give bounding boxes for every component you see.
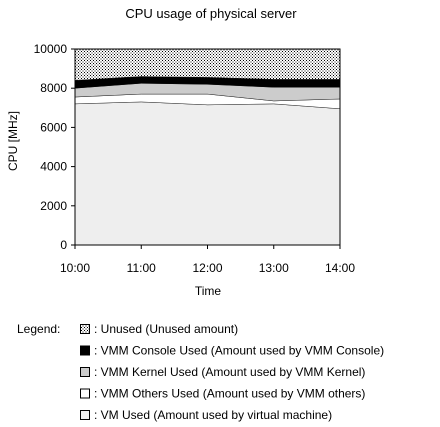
x-tick-label: 10:00 bbox=[60, 261, 90, 275]
legend-item-vmm-kernel: : VMM Kernel Used (Amount used by VMM Ke… bbox=[80, 365, 365, 379]
legend-label: : VMM Kernel Used (Amount used by VMM Ke… bbox=[94, 365, 365, 379]
legend-item-vm: : VM Used (Amount used by virtual machin… bbox=[80, 408, 332, 422]
legend-label: : VMM Others Used (Amount used by VMM ot… bbox=[94, 387, 365, 401]
x-tick-label: 12:00 bbox=[192, 261, 222, 275]
x-tick-label: 14:00 bbox=[325, 261, 355, 275]
legend-swatch bbox=[80, 388, 90, 399]
y-tick-label: 8000 bbox=[40, 81, 67, 95]
area-vm bbox=[74, 101, 341, 246]
legend-label: : VMM Console Used (Amount used by VMM C… bbox=[94, 344, 384, 358]
legend-label: : VM Used (Amount used by virtual machin… bbox=[94, 408, 332, 422]
legend-title: Legend: bbox=[17, 322, 60, 336]
y-tick-label: 2000 bbox=[40, 199, 67, 213]
y-axis-label: CPU [MHz] bbox=[6, 111, 20, 171]
plot-area: 0 2000 4000 6000 8000 10000 10:00 11:00 12:00 13:… bbox=[34, 42, 356, 275]
legend-item-vmm-others: : VMM Others Used (Amount used by VMM ot… bbox=[80, 387, 365, 401]
chart-title: CPU usage of physical server bbox=[125, 6, 297, 21]
y-tick-label: 4000 bbox=[40, 160, 67, 174]
y-tick-label: 6000 bbox=[40, 120, 67, 134]
legend-swatch bbox=[80, 324, 90, 334]
legend-label: : Unused (Unused amount) bbox=[94, 322, 238, 336]
y-tick-label: 10000 bbox=[34, 42, 68, 56]
legend-item-unused: : Unused (Unused amount) bbox=[80, 322, 238, 336]
legend-swatch bbox=[80, 345, 90, 356]
area-unused bbox=[74, 48, 341, 81]
x-tick-label: 13:00 bbox=[259, 261, 289, 275]
legend: Legend: : Unused (Unused amount) : VMM Con… bbox=[17, 322, 384, 422]
legend-item-vmm-console: : VMM Console Used (Amount used by VMM C… bbox=[80, 344, 384, 358]
y-tick-label: 0 bbox=[60, 238, 67, 252]
legend-swatch bbox=[80, 367, 90, 377]
legend-swatch bbox=[80, 410, 90, 420]
x-axis-label: Time bbox=[195, 284, 222, 298]
x-tick-label: 11:00 bbox=[127, 261, 156, 275]
